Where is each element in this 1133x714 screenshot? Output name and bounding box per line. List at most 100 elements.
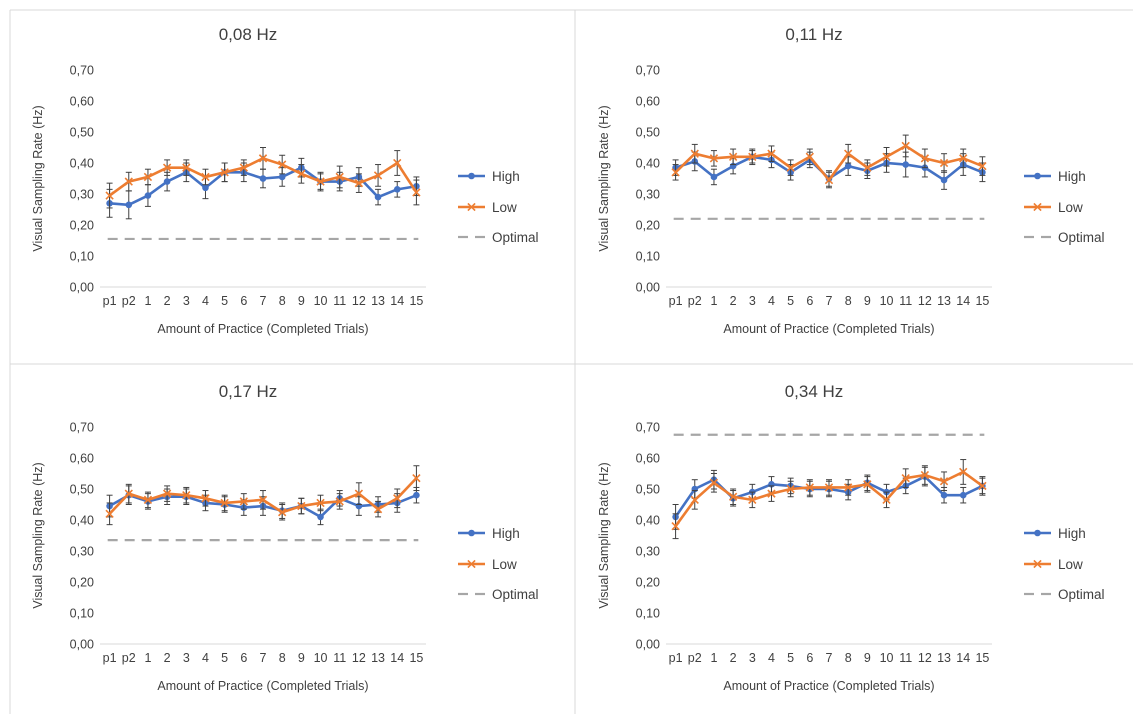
x-tick-label: 8 — [845, 294, 852, 308]
legend-item-high: High — [1024, 526, 1086, 541]
y-tick-label: 0,30 — [70, 545, 94, 559]
legend-marker — [1033, 559, 1042, 569]
chart-svg: 0,11 Hz 0,00 0,10 0,20 0,30 0,40 0,50 0,60 0,70 p… — [597, 25, 1105, 336]
x-tick-label: 2 — [164, 294, 171, 308]
x-tick-label: 4 — [768, 651, 775, 665]
legend-marker — [468, 529, 475, 537]
y-tick-label: 0,00 — [70, 638, 94, 652]
low-data-point — [182, 491, 191, 500]
chart-title: 0,11 Hz — [785, 25, 842, 44]
legend: High Low Optimal — [458, 169, 539, 245]
legend-marker — [467, 559, 476, 569]
y-axis-title: Visual Sampling Rate (Hz) — [31, 462, 45, 608]
series-low — [105, 147, 421, 209]
x-tick-label: 9 — [298, 651, 305, 665]
x-tick-label: 9 — [864, 294, 871, 308]
high-data-point — [710, 173, 718, 181]
low-data-point — [844, 483, 853, 492]
y-tick-label: 0,40 — [636, 514, 660, 528]
x-tick-label: 11 — [333, 294, 346, 308]
low-data-point — [412, 188, 421, 197]
x-tick-label: 8 — [279, 651, 286, 665]
low-data-point — [316, 177, 325, 186]
x-tick-label: 2 — [730, 294, 737, 308]
x-tick-label: 4 — [768, 294, 775, 308]
x-tick-label: p2 — [688, 294, 702, 308]
low-data-point — [220, 498, 229, 508]
low-data-point — [709, 154, 719, 163]
y-tick-label: 0,50 — [70, 483, 94, 497]
legend-label: High — [1058, 169, 1086, 184]
high-data-point — [413, 491, 420, 499]
y-tick-label: 0,20 — [70, 576, 94, 590]
low-data-point — [920, 470, 930, 480]
low-data-point — [124, 489, 133, 498]
low-data-point — [412, 473, 421, 483]
x-tick-label: 3 — [183, 651, 190, 665]
x-tick-label: 14 — [956, 294, 970, 308]
x-tick-label: 10 — [880, 294, 894, 308]
x-tick-label: 10 — [314, 294, 328, 308]
low-data-point — [239, 497, 248, 506]
low-data-point — [728, 492, 738, 501]
low-data-point — [863, 163, 872, 172]
low-data-point — [920, 154, 930, 163]
legend-label: High — [492, 526, 520, 541]
low-data-point — [105, 191, 114, 200]
x-tick-label: 7 — [826, 294, 833, 308]
legend-marker — [467, 202, 476, 212]
high-data-point — [393, 186, 401, 193]
low-data-point — [786, 163, 795, 172]
x-tick-label: 5 — [787, 651, 794, 665]
low-data-point — [162, 163, 172, 172]
low-data-point — [671, 168, 680, 177]
legend-label: Low — [1058, 557, 1083, 572]
low-data-point — [182, 163, 191, 172]
low-data-point — [748, 152, 757, 161]
x-axis-title: Amount of Practice (Completed Trials) — [723, 322, 934, 336]
high-data-point — [940, 491, 948, 499]
low-data-point — [354, 178, 364, 188]
legend-label: Optimal — [1058, 587, 1105, 602]
y-tick-label: 0,20 — [636, 576, 660, 590]
x-tick-label: 11 — [899, 651, 912, 665]
legend-marker — [1034, 529, 1041, 537]
series-low — [671, 459, 987, 540]
chart-svg: 0,17 Hz 0,00 0,10 0,20 0,30 0,40 0,50 0,60 0,70 p… — [31, 382, 539, 693]
y-tick-label: 0,60 — [70, 452, 94, 466]
low-data-point — [373, 504, 383, 514]
low-data-point — [393, 158, 402, 168]
y-tick-label: 0,40 — [70, 157, 94, 171]
legend: High Low Optimal — [458, 526, 539, 602]
x-tick-label: 1 — [144, 294, 151, 308]
x-tick-label: 3 — [183, 294, 190, 308]
x-tick-label: 11 — [333, 651, 346, 665]
series-high — [672, 466, 986, 530]
x-tick-label: 6 — [240, 651, 247, 665]
legend-item-low: Low — [458, 200, 517, 215]
x-tick-label: p2 — [688, 651, 702, 665]
legend-item-high: High — [458, 526, 520, 541]
y-tick-label: 0,70 — [70, 64, 94, 78]
x-tick-label: 8 — [279, 294, 286, 308]
y-tick-label: 0,30 — [70, 188, 94, 202]
high-data-point — [959, 491, 967, 499]
legend-marker — [1033, 202, 1042, 212]
y-tick-label: 0,50 — [636, 483, 660, 497]
low-data-point — [978, 481, 987, 491]
chart-panel-0: 0,08 Hz 0,00 0,10 0,20 0,30 0,40 0,50 0,60 0,70 p… — [0, 0, 566, 357]
x-tick-label: p2 — [122, 651, 136, 665]
low-data-point — [939, 158, 949, 168]
high-data-point — [259, 175, 267, 182]
y-tick-label: 0,20 — [70, 219, 94, 233]
legend-label: Optimal — [492, 587, 539, 602]
low-data-point — [805, 483, 814, 492]
x-tick-label: 12 — [352, 651, 366, 665]
low-data-point — [201, 494, 210, 503]
low-data-point — [258, 495, 268, 505]
x-axis-title: Amount of Practice (Completed Trials) — [157, 679, 368, 693]
high-data-point — [144, 192, 152, 199]
low-data-point — [805, 152, 814, 161]
chart-title: 0,17 Hz — [219, 382, 278, 401]
